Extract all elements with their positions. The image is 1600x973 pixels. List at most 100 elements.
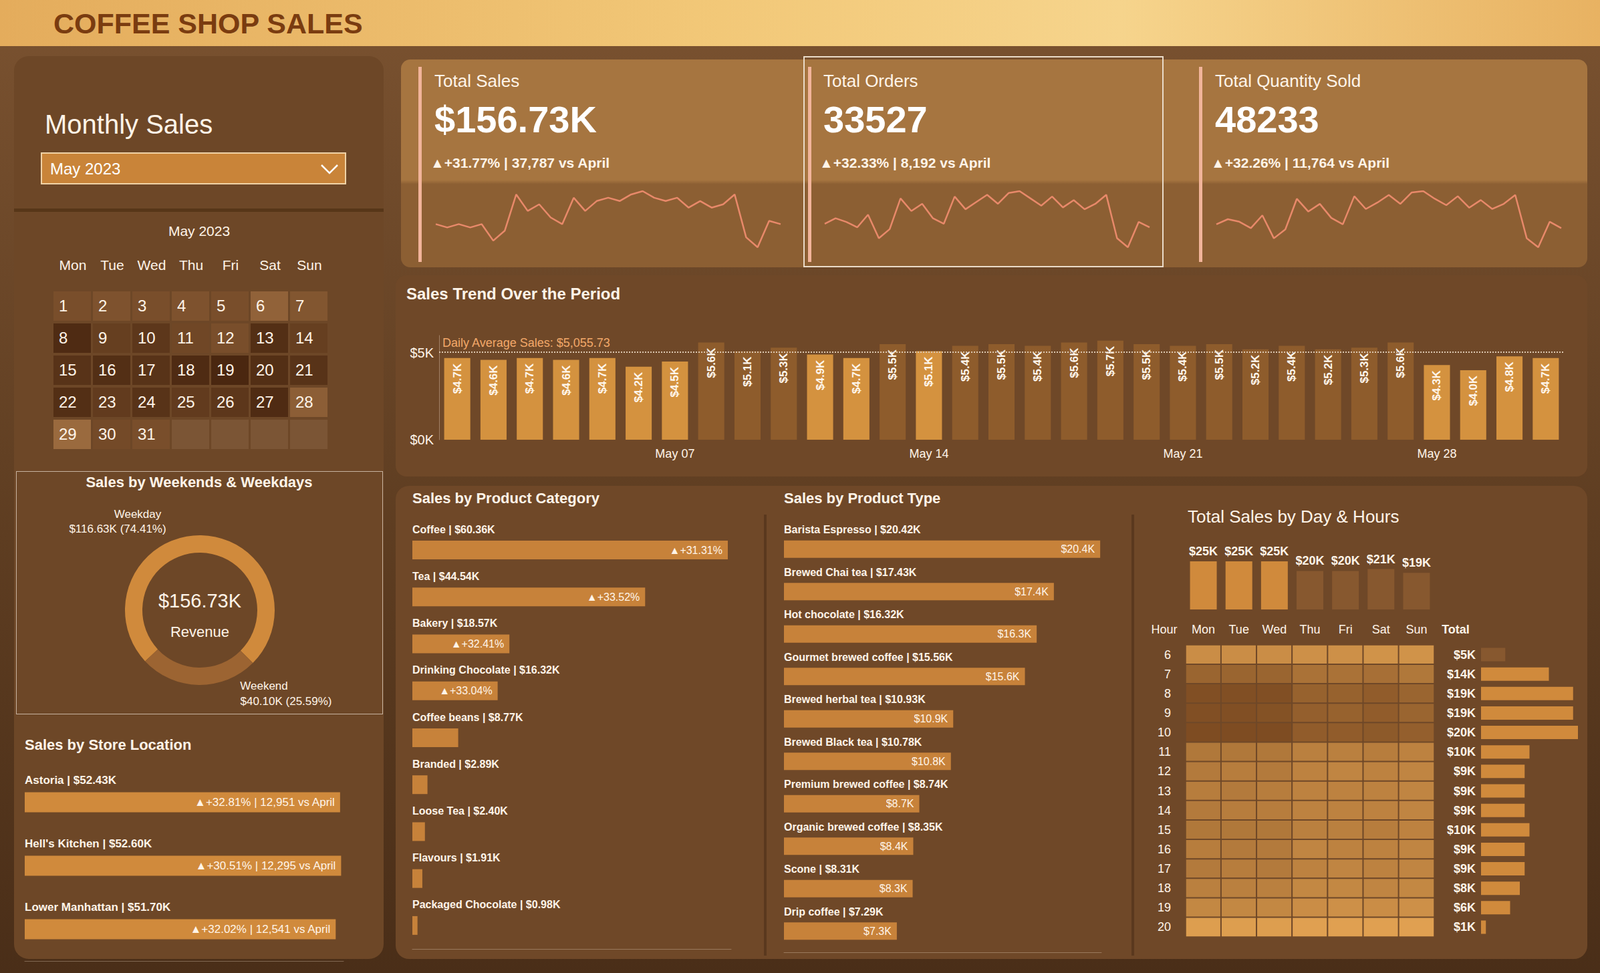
- svg-text:Branded | $2.89K: Branded | $2.89K: [412, 758, 500, 770]
- svg-text:▲+32.02% | 12,541 vs April: ▲+32.02% | 12,541 vs April: [190, 922, 331, 936]
- svg-text:$4.7K: $4.7K: [850, 362, 863, 394]
- svg-text:$17.4K: $17.4K: [1014, 586, 1049, 598]
- svg-text:17: 17: [1157, 862, 1171, 876]
- svg-text:13: 13: [1157, 784, 1171, 798]
- svg-text:$10.8K: $10.8K: [911, 755, 946, 768]
- svg-text:19: 19: [1157, 900, 1171, 915]
- svg-text:14: 14: [1157, 804, 1171, 818]
- svg-text:$5.4K: $5.4K: [959, 350, 972, 382]
- svg-text:Barista Espresso | $20.42K: Barista Espresso | $20.42K: [783, 523, 921, 536]
- svg-text:12: 12: [1157, 764, 1171, 778]
- svg-text:Hell's Kitchen | $52.60K: Hell's Kitchen | $52.60K: [24, 837, 153, 851]
- svg-text:$9K: $9K: [1453, 784, 1476, 798]
- svg-text:Brewed Black tea | $10.78K: Brewed Black tea | $10.78K: [783, 736, 923, 748]
- svg-text:$16.3K: $16.3K: [997, 628, 1032, 640]
- svg-text:$7.3K: $7.3K: [863, 925, 892, 938]
- svg-text:15: 15: [1157, 823, 1171, 837]
- svg-text:$4.6K: $4.6K: [560, 364, 573, 396]
- svg-text:$1K: $1K: [1453, 920, 1476, 934]
- svg-text:Wed: Wed: [1262, 622, 1288, 637]
- svg-text:Hot chocolate | $16.32K: Hot chocolate | $16.32K: [783, 608, 905, 621]
- svg-text:Daily Average Sales: $5,055.73: Daily Average Sales: $5,055.73: [442, 336, 611, 350]
- svg-text:$20.4K: $20.4K: [1060, 543, 1095, 555]
- svg-text:$4.8K: $4.8K: [1503, 360, 1516, 392]
- svg-text:May 07: May 07: [654, 447, 695, 461]
- svg-text:▲+32.81% | 12,951 vs April: ▲+32.81% | 12,951 vs April: [194, 795, 335, 809]
- svg-text:▲+33.52%: ▲+33.52%: [586, 591, 640, 603]
- svg-text:Gourmet brewed coffee | $15.56: Gourmet brewed coffee | $15.56K: [783, 651, 954, 663]
- svg-text:Coffee | $60.36K: Coffee | $60.36K: [412, 523, 496, 536]
- svg-text:$0K: $0K: [409, 432, 434, 448]
- svg-text:May 21: May 21: [1162, 447, 1203, 461]
- svg-text:Flavours | $1.91K: Flavours | $1.91K: [412, 852, 501, 864]
- svg-text:$4.2K: $4.2K: [632, 371, 645, 403]
- svg-text:$4.7K: $4.7K: [1539, 362, 1552, 394]
- svg-text:$8.3K: $8.3K: [879, 882, 908, 895]
- svg-text:$19K: $19K: [1446, 706, 1476, 720]
- svg-text:$5.5K: $5.5K: [886, 348, 899, 380]
- svg-text:20: 20: [1157, 920, 1171, 934]
- svg-text:$5.5K: $5.5K: [1213, 348, 1226, 380]
- svg-text:Organic brewed coffee | $8.35K: Organic brewed coffee | $8.35K: [783, 821, 944, 833]
- svg-text:18: 18: [1157, 881, 1171, 895]
- svg-text:$4.7K: $4.7K: [596, 362, 609, 394]
- svg-text:$21K: $21K: [1366, 552, 1396, 567]
- svg-text:Lower Manhattan | $51.70K: Lower Manhattan | $51.70K: [24, 900, 172, 914]
- svg-text:$4.0K: $4.0K: [1467, 374, 1480, 406]
- svg-text:Loose Tea | $2.40K: Loose Tea | $2.40K: [412, 805, 508, 817]
- svg-text:Tue: Tue: [1229, 622, 1250, 637]
- svg-text:Fri: Fri: [1338, 622, 1353, 637]
- svg-text:Mon: Mon: [1191, 622, 1216, 637]
- svg-text:$5.2K: $5.2K: [1321, 354, 1335, 385]
- svg-text:$20K: $20K: [1446, 725, 1476, 740]
- svg-text:$20K: $20K: [1331, 554, 1361, 568]
- svg-text:$5.4K: $5.4K: [1176, 350, 1189, 382]
- svg-text:Brewed Chai tea | $17.43K: Brewed Chai tea | $17.43K: [783, 566, 917, 579]
- svg-text:▲+33.04%: ▲+33.04%: [439, 685, 492, 697]
- svg-text:Sun: Sun: [1405, 622, 1427, 637]
- svg-text:Astoria | $52.43K: Astoria | $52.43K: [24, 773, 117, 787]
- svg-text:Brewed herbal tea | $10.93K: Brewed herbal tea | $10.93K: [783, 693, 926, 706]
- svg-text:$25K: $25K: [1259, 544, 1289, 559]
- svg-text:$5.4K: $5.4K: [1285, 350, 1298, 382]
- svg-text:$10K: $10K: [1446, 823, 1476, 837]
- svg-text:$8.4K: $8.4K: [880, 840, 909, 853]
- svg-text:$5.3K: $5.3K: [777, 352, 790, 383]
- svg-text:Thu: Thu: [1299, 622, 1320, 637]
- svg-text:Packaged Chocolate | $0.98K: Packaged Chocolate | $0.98K: [412, 898, 561, 911]
- svg-text:$8K: $8K: [1453, 881, 1476, 895]
- svg-text:$10K: $10K: [1446, 745, 1476, 759]
- svg-text:$5.5K: $5.5K: [995, 348, 1008, 380]
- svg-text:$4.7K: $4.7K: [523, 362, 537, 394]
- svg-text:$14K: $14K: [1446, 667, 1476, 682]
- svg-text:$4.9K: $4.9K: [814, 359, 827, 391]
- svg-text:$10.9K: $10.9K: [914, 713, 949, 725]
- svg-text:Scone | $8.31K: Scone | $8.31K: [783, 863, 860, 875]
- svg-text:Drinking Chocolate | $16.32K: Drinking Chocolate | $16.32K: [412, 664, 561, 676]
- svg-text:May 14: May 14: [908, 447, 949, 461]
- svg-text:16: 16: [1157, 842, 1171, 857]
- svg-text:$15.6K: $15.6K: [985, 671, 1020, 683]
- svg-text:6: 6: [1164, 648, 1171, 662]
- svg-text:$5.7K: $5.7K: [1104, 345, 1117, 377]
- svg-text:$9K: $9K: [1453, 804, 1476, 818]
- svg-text:$4.6K: $4.6K: [487, 364, 500, 396]
- svg-text:$9K: $9K: [1453, 862, 1476, 876]
- svg-text:$8.7K: $8.7K: [886, 797, 915, 810]
- svg-text:$25K: $25K: [1224, 544, 1254, 559]
- svg-text:Coffee beans | $8.77K: Coffee beans | $8.77K: [412, 711, 524, 724]
- svg-text:May 28: May 28: [1416, 447, 1457, 461]
- svg-text:$9K: $9K: [1453, 764, 1476, 778]
- svg-text:$5K: $5K: [409, 345, 434, 361]
- svg-text:10: 10: [1157, 725, 1171, 740]
- svg-text:▲+31.31%: ▲+31.31%: [669, 544, 723, 557]
- svg-text:Bakery | $18.57K: Bakery | $18.57K: [412, 617, 498, 629]
- svg-text:▲+30.51% | 12,295 vs April: ▲+30.51% | 12,295 vs April: [195, 859, 337, 873]
- svg-text:$19K: $19K: [1402, 556, 1431, 570]
- svg-text:8: 8: [1164, 687, 1171, 701]
- svg-text:$5.2K: $5.2K: [1249, 354, 1262, 385]
- svg-text:$4.5K: $4.5K: [668, 366, 682, 397]
- svg-text:$20K: $20K: [1295, 554, 1324, 568]
- svg-text:$5.5K: $5.5K: [1140, 348, 1153, 380]
- svg-text:9: 9: [1164, 706, 1171, 720]
